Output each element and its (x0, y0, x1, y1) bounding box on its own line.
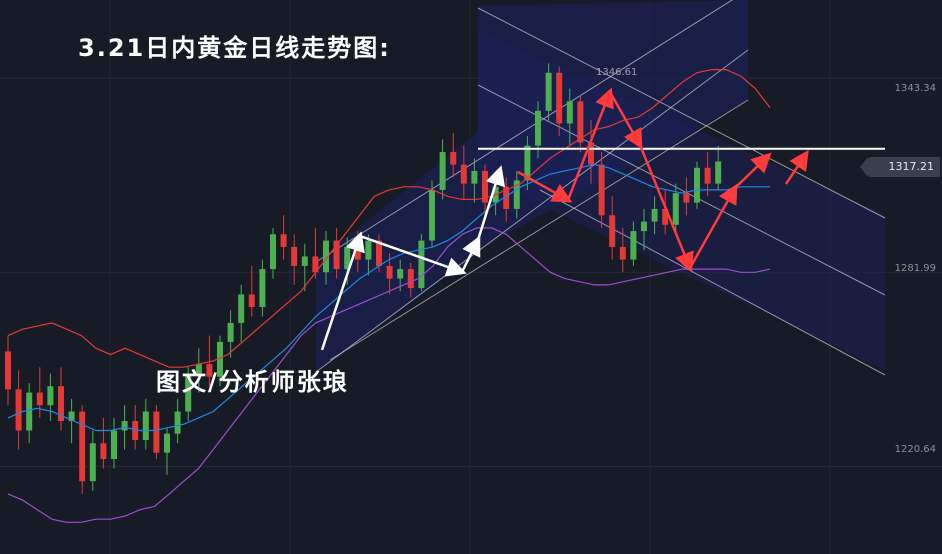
forecast-arrow-red (784, 149, 809, 185)
candle-down (206, 364, 213, 377)
candle-up (121, 421, 128, 431)
channel-line (539, 189, 886, 376)
candle-down (556, 72, 563, 124)
candle-up (68, 411, 75, 422)
candle-up (89, 443, 96, 482)
candle-down (482, 170, 488, 203)
candle-down (153, 411, 160, 453)
author-credit: 图文/分析师张琅 (156, 368, 349, 396)
candle-up (217, 341, 223, 377)
candle-up (323, 240, 329, 273)
trend-arrow-white (359, 234, 467, 277)
candle-down (609, 215, 616, 247)
candle-up (715, 161, 722, 184)
candle-down (386, 265, 393, 279)
candle-up (185, 373, 192, 412)
candle-up (471, 170, 478, 184)
price-label-bottom: 1220.64 (894, 444, 936, 455)
candle-down (704, 167, 711, 184)
candle-down (280, 234, 287, 247)
bollinger-lower-line (7, 227, 771, 523)
trend-arrow-red (608, 91, 643, 150)
candle-up (513, 180, 520, 209)
candle-up (270, 234, 276, 270)
candle-down (5, 351, 11, 390)
candle-up (259, 269, 266, 308)
current-price-tag: 1317.21 (860, 157, 940, 177)
candle-down (662, 208, 669, 225)
trend-arrow-red (734, 152, 772, 189)
candle-up (429, 189, 435, 241)
candle-up (238, 294, 245, 323)
candle-up (301, 256, 308, 266)
candle-down (132, 421, 139, 441)
candle-down (312, 256, 319, 273)
candle-up (397, 269, 404, 279)
candle-down (100, 443, 107, 460)
candle-down (58, 386, 64, 422)
candle-up (195, 364, 202, 374)
trend-arrow-red (638, 144, 694, 273)
candle-up (535, 110, 541, 146)
candle-down (248, 294, 255, 308)
candle-down (333, 240, 340, 270)
candle-up (545, 72, 552, 111)
trend-arrow-white (320, 231, 365, 351)
candle-down (450, 151, 457, 165)
candle-up (111, 430, 117, 460)
candle-up (174, 411, 181, 434)
bollinger-upper-line (7, 68, 771, 368)
candle-down (503, 186, 510, 209)
candle-up (365, 240, 372, 260)
price-label-top: 1343.34 (894, 83, 936, 94)
candle-down (79, 411, 86, 482)
channel-line (477, 7, 886, 219)
bollinger-middle-line (7, 163, 770, 432)
candle-down (15, 389, 22, 431)
price-label-mid: 1281.99 (894, 263, 936, 274)
candle-up (524, 145, 531, 181)
candle-up (227, 322, 234, 342)
trend-arrow-red (688, 183, 738, 269)
candle-down (36, 392, 43, 406)
channel-line (315, 0, 734, 263)
candle-up (694, 167, 700, 203)
trend-arrow-red (517, 170, 573, 203)
candle-up (672, 193, 679, 225)
candle-up (164, 433, 170, 453)
candle-down (460, 164, 467, 184)
peak-price-label: 1346.61 (596, 67, 638, 78)
candle-down (588, 142, 594, 165)
channel-line (477, 84, 886, 296)
candle-up (630, 231, 637, 260)
candle-down (619, 246, 626, 260)
candle-down (598, 164, 605, 216)
trend-arrow-white (460, 235, 481, 273)
candle-down (291, 246, 298, 266)
candle-down (407, 269, 414, 289)
candle-up (439, 151, 446, 190)
channel-line (315, 49, 749, 373)
trend-arrow-red (566, 87, 614, 201)
candle-up (651, 208, 658, 222)
candle-up (47, 386, 54, 406)
candle-up (26, 392, 33, 431)
candle-up (142, 411, 149, 441)
chart-title: 3.21日内黄金日线走势图: (78, 34, 391, 62)
candle-down (683, 193, 690, 203)
candle-up (641, 221, 647, 232)
candle-up (418, 240, 425, 289)
candle-up (566, 101, 573, 124)
candle-down (577, 101, 584, 143)
channel-line (329, 99, 749, 361)
candle-up (344, 246, 351, 270)
trend-arrow-white (476, 165, 506, 241)
candle-down (376, 240, 382, 266)
